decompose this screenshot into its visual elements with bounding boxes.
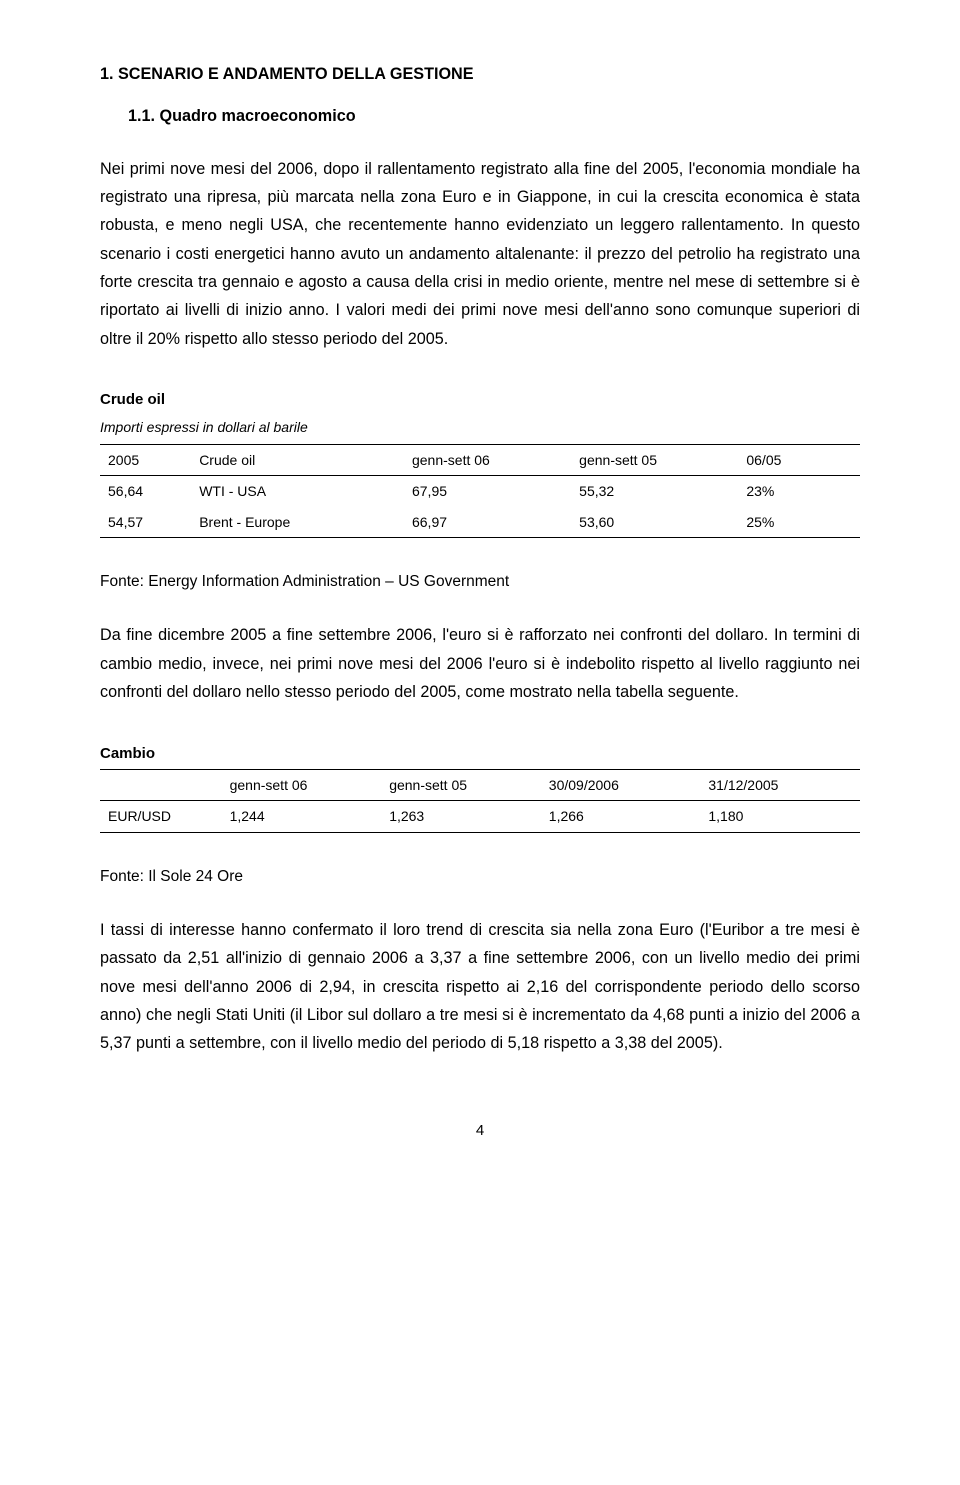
table-row: 56,64 WTI - USA 67,95 55,32 23%: [100, 476, 860, 507]
col-header: genn-sett 05: [571, 444, 738, 476]
cambio-table-block: Cambio genn-sett 06 genn-sett 05 30/09/2…: [100, 741, 860, 833]
cell: 1,180: [700, 801, 860, 833]
crude-oil-table-subtitle: Importi espressi in dollari al barile: [100, 415, 860, 440]
cell: 1,244: [222, 801, 382, 833]
col-header: genn-sett 06: [222, 769, 382, 801]
source-caption-1: Fonte: Energy Information Administration…: [100, 568, 860, 595]
paragraph-1: Nei primi nove mesi del 2006, dopo il ra…: [100, 155, 860, 353]
table-header-row: genn-sett 06 genn-sett 05 30/09/2006 31/…: [100, 769, 860, 801]
page-container: 1. SCENARIO E ANDAMENTO DELLA GESTIONE 1…: [0, 0, 960, 1194]
cambio-table: genn-sett 06 genn-sett 05 30/09/2006 31/…: [100, 769, 860, 833]
table-header-row: 2005 Crude oil genn-sett 06 genn-sett 05…: [100, 444, 860, 476]
cell: 23%: [738, 476, 860, 507]
cell: 67,95: [404, 476, 571, 507]
heading-level-1: 1. SCENARIO E ANDAMENTO DELLA GESTIONE: [100, 60, 860, 88]
cell: 53,60: [571, 507, 738, 538]
cell: 66,97: [404, 507, 571, 538]
col-header: 30/09/2006: [541, 769, 701, 801]
table-row: 54,57 Brent - Europe 66,97 53,60 25%: [100, 507, 860, 538]
cell: 54,57: [100, 507, 191, 538]
col-header: Crude oil: [191, 444, 404, 476]
cell: 56,64: [100, 476, 191, 507]
col-header: 31/12/2005: [700, 769, 860, 801]
page-number: 4: [100, 1118, 860, 1144]
cell: 1,263: [381, 801, 541, 833]
cell: 55,32: [571, 476, 738, 507]
col-header: [100, 769, 222, 801]
crude-oil-table-title: Crude oil: [100, 387, 860, 413]
paragraph-3: I tassi di interesse hanno confermato il…: [100, 916, 860, 1058]
table-row: EUR/USD 1,244 1,263 1,266 1,180: [100, 801, 860, 833]
crude-oil-table: 2005 Crude oil genn-sett 06 genn-sett 05…: [100, 444, 860, 539]
heading-level-2: 1.1. Quadro macroeconomico: [128, 102, 860, 130]
cell: 25%: [738, 507, 860, 538]
crude-oil-table-block: Crude oil Importi espressi in dollari al…: [100, 387, 860, 538]
col-header: genn-sett 06: [404, 444, 571, 476]
cell: EUR/USD: [100, 801, 222, 833]
source-caption-2: Fonte: Il Sole 24 Ore: [100, 863, 860, 890]
cell: WTI - USA: [191, 476, 404, 507]
col-header: 2005: [100, 444, 191, 476]
col-header: genn-sett 05: [381, 769, 541, 801]
cell: 1,266: [541, 801, 701, 833]
cell: Brent - Europe: [191, 507, 404, 538]
paragraph-2: Da fine dicembre 2005 a fine settembre 2…: [100, 621, 860, 706]
cambio-table-title: Cambio: [100, 741, 860, 767]
col-header: 06/05: [738, 444, 860, 476]
